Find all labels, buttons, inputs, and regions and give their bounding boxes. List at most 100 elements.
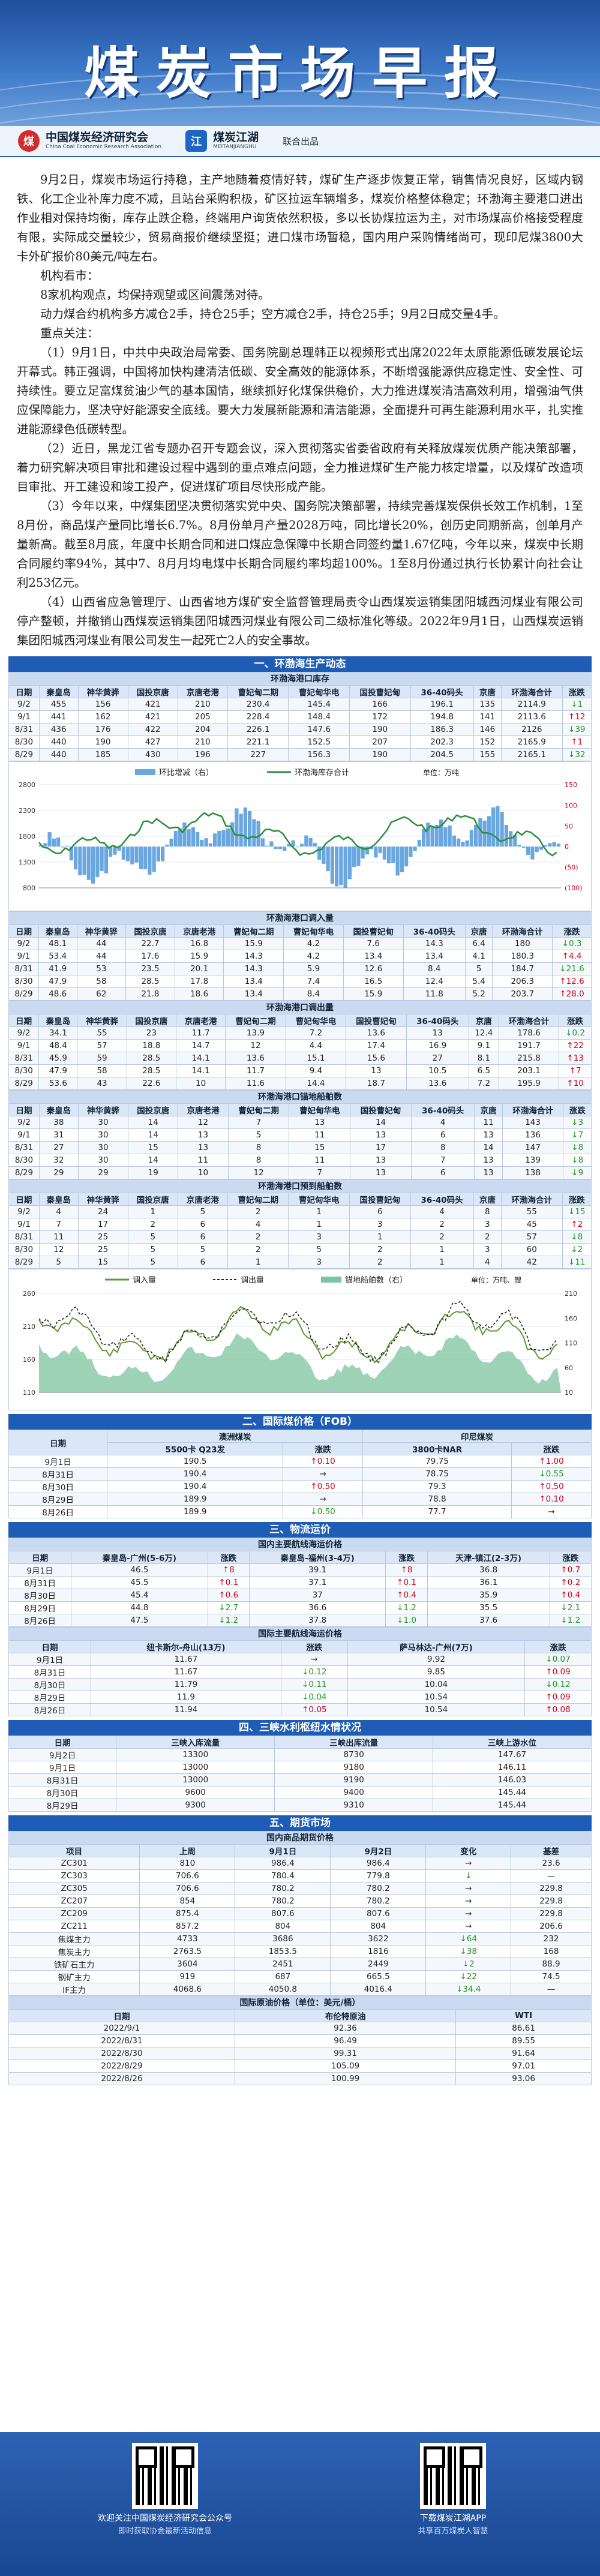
table-cell: 42 <box>501 1256 563 1269</box>
change-bar <box>260 838 265 847</box>
change-bar <box>413 846 417 851</box>
futures-table: 项目 上周 9月1日 9月2日 变化 基差 ZC301 810 986.4 986.4 → 23.6 Z… <box>8 1844 592 1996</box>
table-cell: 5.2 <box>464 987 493 1001</box>
footer-left-caption-2: 即时获取协会最新活动信息 <box>118 2527 212 2536</box>
table-cell: 155 <box>473 748 502 761</box>
table-cell: 15 <box>289 1141 351 1154</box>
table-cell: → <box>511 1505 592 1518</box>
column-header: 国投京唐 <box>127 1193 178 1206</box>
table-cell: 2 <box>473 1230 502 1244</box>
table-cell: ↓1 <box>562 698 592 711</box>
table-cell: 8月31日 <box>8 1665 92 1679</box>
y2-tick-label: 60 <box>565 1364 573 1372</box>
table-cell: 15.1 <box>285 1052 347 1065</box>
table-cell: 99.31 <box>234 2047 457 2060</box>
table-cell: 2449 <box>330 1957 427 1971</box>
column-header: 涨跌 <box>207 1551 250 1564</box>
three-gorges-table: 日期 三峡入库流量 三峡出库流量 三峡上游水位 9月2日 13300 8730 147.67 9… <box>8 1736 592 1812</box>
table-row: 9/1 7 17 2 6 4 1 3 2 3 45 ↑2 <box>8 1218 592 1231</box>
column-header: 日期 <box>8 1430 108 1455</box>
table-cell: 钢矿主力 <box>8 1970 140 1983</box>
change-bar <box>156 846 160 861</box>
table-cell: 13.4 <box>343 950 404 963</box>
change-bar <box>378 846 382 853</box>
table-row: 8/30 47.9 58 28.5 17.8 13.4 7.4 16.5 12.4 5.4 206.… <box>8 975 592 988</box>
table-cell: 48.6 <box>38 987 77 1001</box>
column-header: 涨跌 <box>559 1014 592 1027</box>
table-cell: 25 <box>77 1230 128 1244</box>
table-cell: 14 <box>128 1154 179 1167</box>
table-cell: 53.6 <box>38 1077 78 1090</box>
change-bar <box>496 806 500 847</box>
table-cell: ↓2.1 <box>549 1601 592 1614</box>
table-row: 8/31 436 176 422 204 226.1 147.6 190 186.3 146 212… <box>8 723 592 736</box>
table-row: 9/1 48.4 57 18.8 14.7 12 4.4 17.4 16.9 9.1 191.7 ↑2… <box>8 1039 592 1052</box>
table-cell: 190.4 <box>107 1467 284 1481</box>
y-tick-label: 2800 <box>19 781 35 789</box>
change-bar <box>173 831 178 847</box>
table-cell: 17.8 <box>174 975 224 988</box>
table-cell: 8月29日 <box>8 1601 72 1614</box>
change-bar <box>178 828 182 847</box>
y2-tick-label: 0 <box>565 843 569 851</box>
change-bar <box>347 846 352 879</box>
footer-left: 欢迎关注中国煤炭经济研究会公众号 即时获取协会最新活动信息 <box>24 2443 306 2538</box>
change-bar <box>221 830 226 847</box>
table-cell: ↓8 <box>563 1154 592 1167</box>
change-bar <box>500 812 504 847</box>
table-cell: ↑0.7 <box>549 1563 592 1577</box>
table-cell: 152 <box>473 735 502 749</box>
y-tick-label: 800 <box>23 884 35 892</box>
article-paragraph: （1）9月1日，中共中央政治局常委、国务院副总理韩正以视频形式出席2022年太原… <box>17 346 583 436</box>
column-header: 京唐 <box>473 1193 502 1206</box>
change-bar <box>130 846 134 864</box>
table-cell: 19 <box>128 1166 179 1179</box>
table-cell: 45.5 <box>71 1576 208 1589</box>
column-header: 京唐 <box>474 1103 503 1116</box>
table-cell: 421 <box>127 710 178 723</box>
table-cell: ↓2 <box>562 1243 592 1256</box>
table-cell: 7 <box>38 1218 79 1231</box>
table-cell: 6 <box>177 1218 228 1231</box>
change-bar <box>491 807 496 847</box>
outflow-line <box>38 1301 558 1365</box>
table-cell: 919 <box>139 1970 236 1983</box>
table-cell: 13 <box>178 1141 229 1154</box>
table-cell: 7 <box>410 1154 475 1167</box>
table-cell: 11.94 <box>91 1703 281 1716</box>
change-bar <box>208 843 212 847</box>
table-row: 8月30日 190.4 ↑0.50 79.3 ↑0.50 <box>8 1480 592 1493</box>
column-header: 印尼煤炭 <box>362 1430 592 1443</box>
table-cell: 1853.5 <box>235 1945 331 1958</box>
anchorage-table: 日期 秦皇岛 神华黄骅 国投京唐 京唐老港 曹妃甸二期 曹妃甸华电 国投曹妃甸 36-40码头京… <box>8 1103 592 1179</box>
table-cell: 195.9 <box>498 1077 560 1090</box>
table-cell: ↓ <box>425 1869 512 1883</box>
table-cell: 3686 <box>235 1932 331 1945</box>
article-paragraph: 机构看市： <box>40 269 99 283</box>
table-cell: ↓1.2 <box>549 1614 592 1627</box>
table-cell: 804 <box>330 1920 427 1933</box>
table-row: 9月1日 13000 9180 146.11 <box>8 1761 592 1774</box>
table-cell: 8.1 <box>468 1052 499 1065</box>
publisher-bar: 煤 中国煤炭经济研究会 China Coal Economic Research… <box>0 126 600 157</box>
table-cell: 135 <box>473 698 502 711</box>
table-cell: → <box>425 1857 512 1870</box>
change-bar <box>434 824 439 847</box>
table-cell: 20.1 <box>174 962 224 975</box>
table-cell: 17 <box>77 1218 128 1231</box>
table-cell: 207 <box>349 735 411 749</box>
table-cell: 8.4 <box>283 987 344 1001</box>
table-cell: 12.4 <box>468 1026 499 1040</box>
change-bar <box>539 846 543 850</box>
table-cell: 152.5 <box>288 735 350 749</box>
table-cell: ↓0.55 <box>511 1467 592 1481</box>
table-cell: 8/30 <box>8 1243 40 1256</box>
change-bar <box>252 819 256 847</box>
table-cell: 9.1 <box>468 1039 499 1052</box>
table-cell: 11 <box>474 1116 503 1129</box>
table-cell: 436 <box>38 723 79 736</box>
table-cell: 13 <box>178 1128 229 1142</box>
section-3-header: 三、物流运价 <box>8 1522 592 1538</box>
change-bar <box>243 807 247 847</box>
legend-label: 环比增减（右） <box>159 768 214 777</box>
